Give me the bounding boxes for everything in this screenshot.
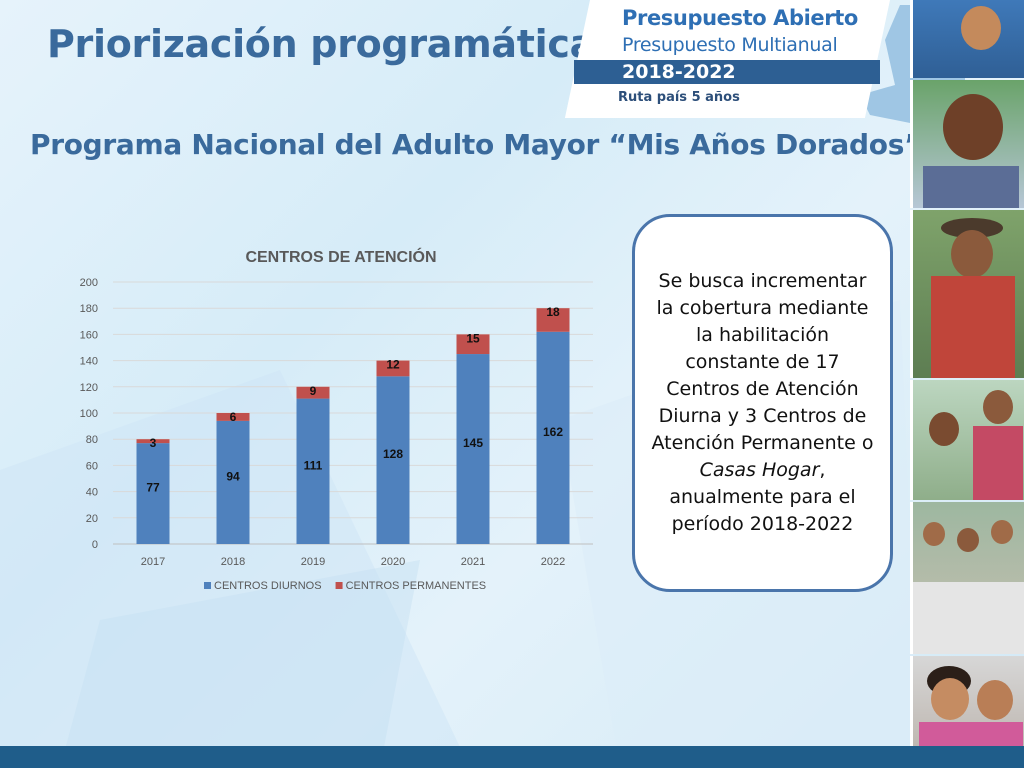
photo-children-group bbox=[910, 380, 1024, 500]
callout-text: Se busca incrementar la cobertura median… bbox=[635, 268, 890, 538]
data-label: 162 bbox=[543, 425, 563, 439]
logo-subtitle: Presupuesto Multianual bbox=[622, 34, 838, 56]
bar-permanentes bbox=[376, 360, 410, 377]
callout-text-emphasis: Casas Hogar bbox=[699, 459, 820, 481]
x-tick-label: 2020 bbox=[381, 556, 405, 568]
x-tick-label: 2022 bbox=[541, 556, 565, 568]
slide-title: Priorización programática bbox=[47, 22, 595, 66]
logo-years: 2018-2022 bbox=[622, 61, 736, 83]
data-label: 18 bbox=[546, 305, 560, 319]
slide-subtitle: Programa Nacional del Adulto Mayor “Mis … bbox=[30, 128, 923, 161]
data-label: 6 bbox=[230, 410, 237, 424]
data-label: 3 bbox=[150, 436, 157, 450]
logo-tagline: Ruta país 5 años bbox=[618, 90, 740, 105]
photo-classroom bbox=[910, 502, 1024, 654]
bar-diurnos bbox=[536, 331, 570, 544]
y-tick-label: 100 bbox=[80, 408, 98, 420]
bar-diurnos bbox=[376, 376, 410, 544]
y-tick-label: 120 bbox=[80, 382, 98, 394]
chart-title: CENTROS DE ATENCIÓN bbox=[245, 247, 436, 266]
y-tick-label: 80 bbox=[86, 434, 98, 446]
y-tick-label: 20 bbox=[86, 513, 98, 525]
y-tick-label: 40 bbox=[86, 487, 98, 499]
y-tick-label: 140 bbox=[80, 356, 98, 368]
data-label: 9 bbox=[310, 384, 317, 398]
bar-permanentes bbox=[536, 308, 570, 332]
bar-diurnos bbox=[216, 420, 250, 544]
data-label: 111 bbox=[304, 458, 323, 472]
y-tick-label: 200 bbox=[80, 277, 98, 289]
y-tick-label: 0 bbox=[92, 539, 98, 551]
callout-text-end: , anualmente para el período 2018-2022 bbox=[669, 459, 856, 535]
data-label: 94 bbox=[226, 469, 240, 483]
legend-swatch bbox=[204, 582, 211, 589]
callout-box: Se busca incrementar la cobertura median… bbox=[632, 214, 893, 592]
data-label: 12 bbox=[386, 358, 400, 372]
x-tick-label: 2018 bbox=[221, 556, 245, 568]
presupuesto-abierto-logo: Presupuesto Abierto Presupuesto Multianu… bbox=[560, 0, 965, 125]
x-tick-label: 2019 bbox=[301, 556, 325, 568]
legend-label: CENTROS DIURNOS bbox=[214, 580, 322, 592]
bar-permanentes bbox=[296, 386, 330, 399]
photo-child-1 bbox=[910, 0, 1024, 78]
logo-years-bar bbox=[574, 60, 880, 84]
bar-permanentes bbox=[136, 439, 170, 444]
callout-text-start: Se busca incrementar la cobertura median… bbox=[651, 270, 874, 454]
legend-swatch bbox=[335, 582, 343, 589]
centros-de-atencion-chart: CENTROS DE ATENCIÓN 0 20 40 60 80 100 120 140 160… bbox=[60, 240, 620, 610]
bar-diurnos bbox=[136, 443, 170, 544]
data-label: 128 bbox=[383, 447, 403, 461]
bar-diurnos bbox=[456, 354, 490, 544]
data-label: 15 bbox=[466, 331, 480, 345]
y-tick-label: 60 bbox=[86, 460, 98, 472]
photo-elderly-man bbox=[910, 210, 1024, 378]
bar-permanentes bbox=[456, 334, 490, 355]
legend-label: CENTROS PERMANENTES bbox=[346, 580, 487, 592]
photo-strip bbox=[910, 0, 1024, 768]
y-tick-label: 160 bbox=[80, 329, 98, 341]
bar-diurnos bbox=[296, 398, 330, 544]
logo-title: Presupuesto Abierto bbox=[622, 6, 858, 30]
footer-bar bbox=[0, 746, 1024, 768]
data-label: 77 bbox=[146, 481, 160, 495]
x-tick-label: 2017 bbox=[141, 556, 165, 568]
bar-permanentes bbox=[216, 413, 250, 421]
photo-child-2 bbox=[910, 80, 1024, 208]
x-tick-label: 2021 bbox=[461, 556, 485, 568]
data-label: 145 bbox=[463, 436, 483, 450]
y-tick-label: 180 bbox=[80, 303, 98, 315]
chart-svg: CENTROS DE ATENCIÓN 0 20 40 60 80 100 120 140 160… bbox=[80, 247, 593, 592]
